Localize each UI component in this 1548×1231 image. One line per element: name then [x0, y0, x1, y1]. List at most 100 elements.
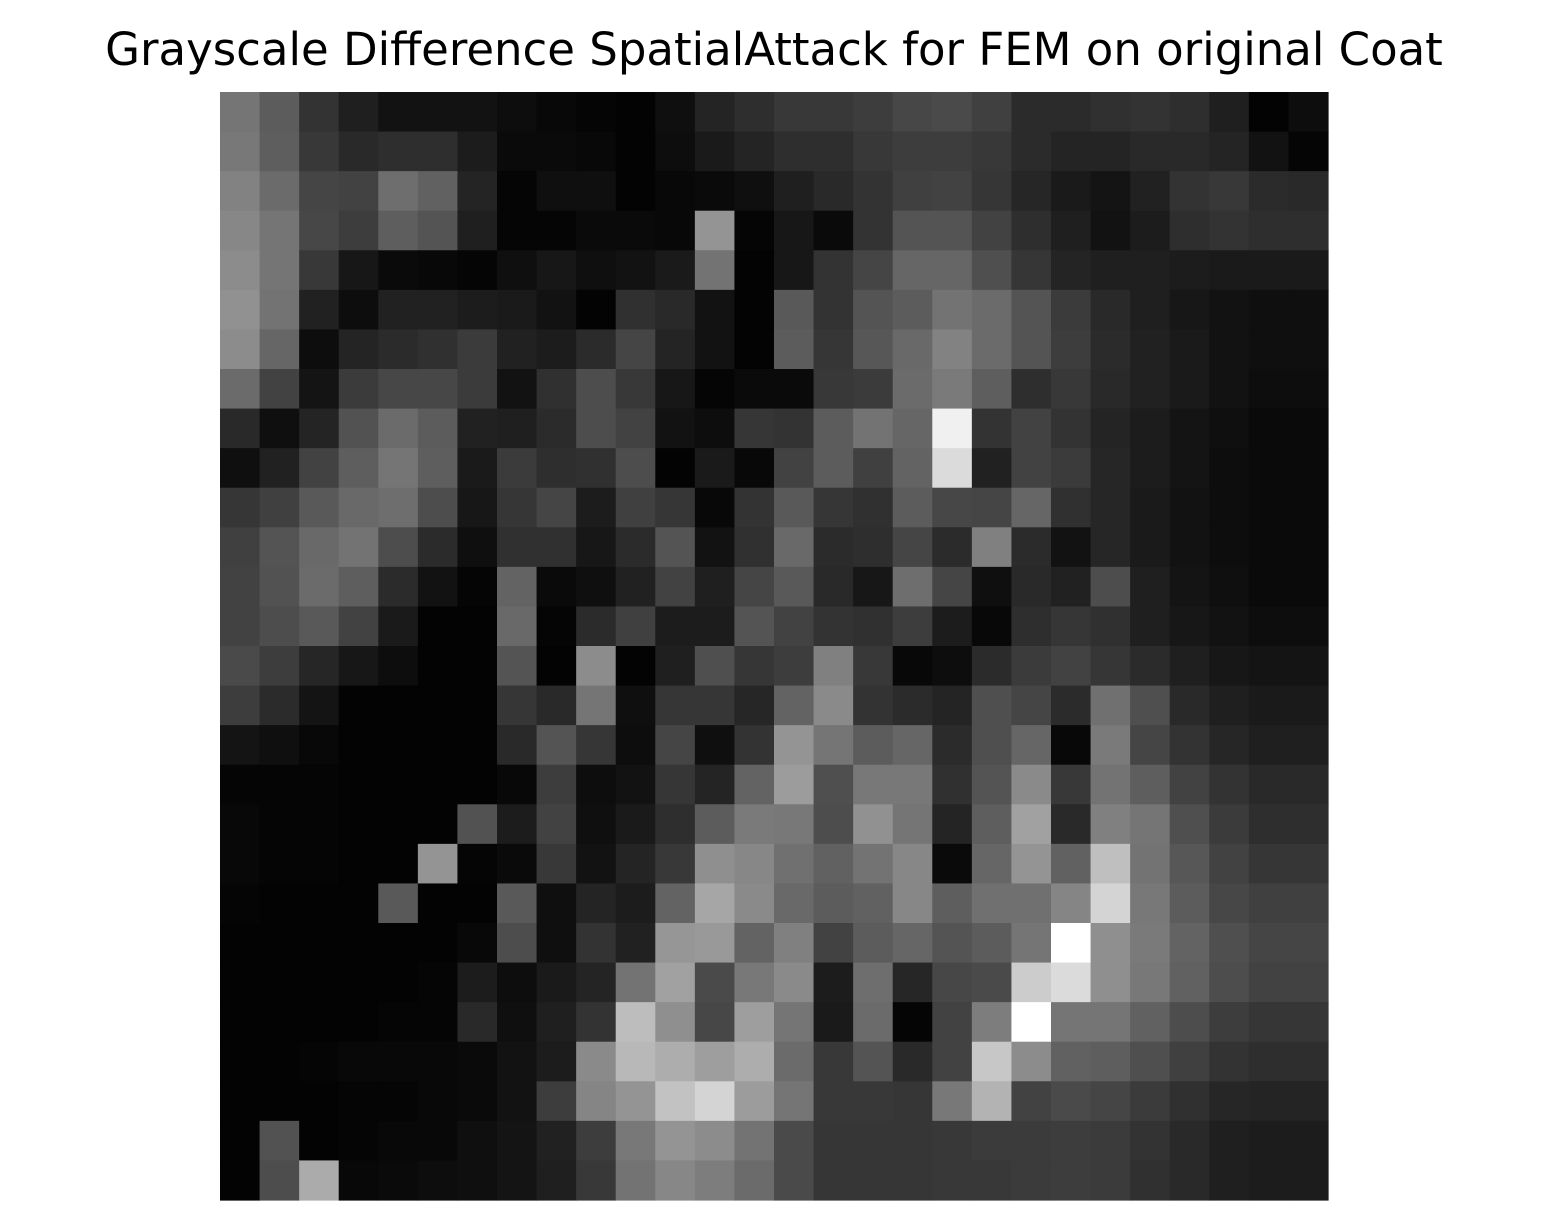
heatmap-cell: [1248, 606, 1290, 647]
heatmap-cell: [1011, 883, 1052, 924]
heatmap-cell: [497, 448, 538, 489]
heatmap-cell: [655, 764, 696, 805]
heatmap-cell: [932, 210, 973, 251]
heatmap-cell: [971, 646, 1013, 687]
heatmap-cell: [1248, 171, 1290, 212]
heatmap-cell: [1169, 250, 1210, 291]
heatmap-cell: [497, 527, 538, 568]
heatmap-cell: [1209, 962, 1250, 1003]
heatmap-cell: [220, 566, 261, 608]
heatmap-cell: [1169, 764, 1210, 805]
heatmap-cell: [576, 606, 617, 647]
heatmap-cell: [1090, 843, 1131, 885]
heatmap-cell: [536, 171, 577, 212]
heatmap-cell: [338, 289, 379, 331]
heatmap-cell: [853, 92, 894, 133]
heatmap-cell: [1051, 566, 1092, 608]
heatmap-cell: [655, 1081, 696, 1122]
heatmap-cell: [338, 606, 379, 647]
heatmap-cell: [734, 250, 775, 291]
heatmap-cell: [378, 962, 419, 1003]
heatmap-cell: [497, 843, 538, 885]
heatmap-cell: [655, 487, 696, 528]
heatmap-cell: [457, 92, 498, 133]
heatmap-cell: [497, 92, 538, 133]
heatmap-cell: [1011, 527, 1052, 568]
heatmap-cell: [1051, 764, 1092, 805]
heatmap-cell: [259, 408, 300, 449]
heatmap-cell: [417, 566, 459, 608]
heatmap-cell: [378, 566, 419, 608]
heatmap-cell: [536, 487, 577, 528]
heatmap-cell: [853, 171, 894, 212]
heatmap-cell: [220, 1002, 261, 1043]
heatmap-cell: [576, 369, 617, 410]
heatmap-cell: [1209, 566, 1250, 608]
heatmap-cell: [497, 1002, 538, 1043]
heatmap-cell: [1169, 329, 1210, 370]
heatmap-cell: [338, 171, 379, 212]
heatmap-cell: [259, 725, 300, 766]
heatmap-cell: [1248, 843, 1290, 885]
heatmap-cell: [338, 923, 379, 964]
heatmap-cell: [417, 1160, 459, 1201]
heatmap-cell: [497, 725, 538, 766]
heatmap-cell: [1051, 1081, 1092, 1122]
heatmap-cell: [576, 764, 617, 805]
heatmap-cell: [1169, 1002, 1210, 1043]
heatmap-cell: [378, 171, 419, 212]
heatmap-cell: [734, 843, 775, 885]
heatmap-cell: [457, 804, 498, 845]
heatmap-cell: [774, 527, 815, 568]
heatmap-cell: [497, 962, 538, 1003]
heatmap-cell: [1209, 171, 1250, 212]
heatmap-cell: [259, 685, 300, 726]
heatmap-cell: [536, 1120, 577, 1162]
heatmap-cell: [220, 883, 261, 924]
heatmap-cell: [892, 804, 933, 845]
heatmap-cell: [1130, 131, 1171, 172]
heatmap-cell: [1090, 289, 1131, 331]
heatmap-cell: [417, 923, 459, 964]
heatmap-cell: [259, 1160, 300, 1201]
heatmap-cell: [259, 131, 300, 172]
heatmap-cell: [694, 1081, 736, 1122]
heatmap-cell: [813, 566, 854, 608]
heatmap-cell: [299, 210, 340, 251]
heatmap-cell: [971, 606, 1013, 647]
heatmap-cell: [259, 369, 300, 410]
heatmap-cell: [378, 804, 419, 845]
heatmap-cell: [615, 289, 656, 331]
heatmap-cell: [971, 962, 1013, 1003]
heatmap-cell: [853, 566, 894, 608]
heatmap-cell: [813, 527, 854, 568]
heatmap-cell: [378, 329, 419, 370]
heatmap-cell: [1248, 92, 1290, 133]
heatmap-cell: [774, 448, 815, 489]
heatmap-cell: [1011, 606, 1052, 647]
heatmap-cell: [220, 1041, 261, 1082]
heatmap-cell: [892, 1041, 933, 1082]
heatmap-cell: [576, 843, 617, 885]
heatmap-cell: [1169, 1041, 1210, 1082]
heatmap-cell: [1288, 1081, 1329, 1122]
heatmap-cell: [1090, 804, 1131, 845]
heatmap-cell: [259, 1120, 300, 1162]
heatmap-cell: [932, 962, 973, 1003]
heatmap-cell: [1011, 448, 1052, 489]
heatmap-cell: [971, 1002, 1013, 1043]
heatmap-cell: [813, 962, 854, 1003]
heatmap-cell: [457, 131, 498, 172]
heatmap-cell: [734, 487, 775, 528]
heatmap-cell: [971, 289, 1013, 331]
heatmap-cell: [694, 329, 736, 370]
heatmap-cell: [892, 725, 933, 766]
heatmap-cell: [813, 250, 854, 291]
heatmap-cell: [259, 527, 300, 568]
heatmap-cell: [734, 1002, 775, 1043]
heatmap-cell: [378, 527, 419, 568]
heatmap-cell: [1169, 646, 1210, 687]
heatmap-cell: [1169, 1120, 1210, 1162]
heatmap-cell: [497, 1160, 538, 1201]
heatmap-cell: [576, 131, 617, 172]
